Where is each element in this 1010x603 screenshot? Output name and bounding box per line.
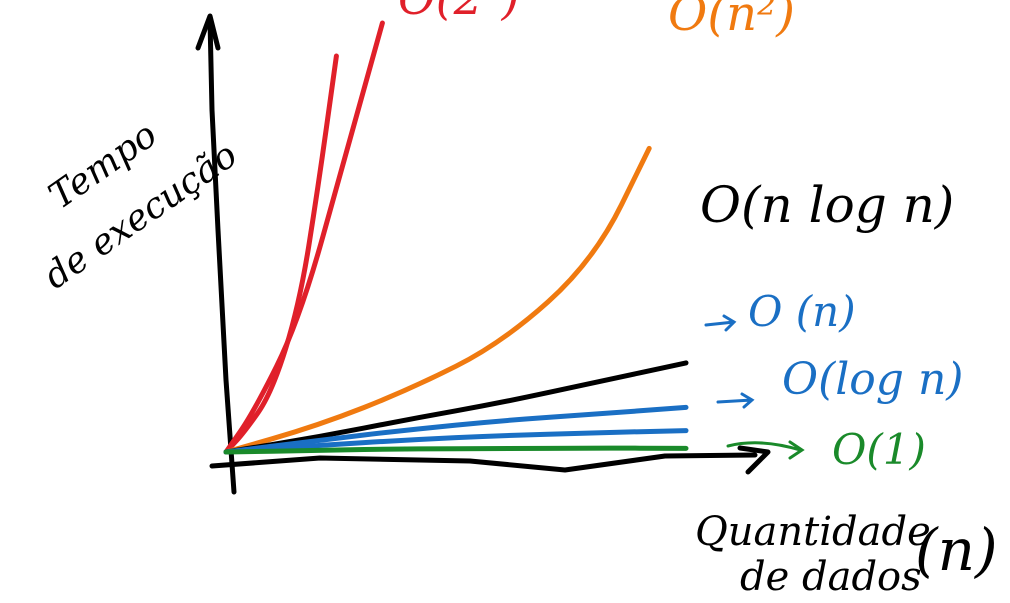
series-label-o-1: O(1): [832, 425, 926, 474]
series-label-o-n: O(n²): [668, 0, 795, 42]
x-axis-title: Quantidade de dados (n): [695, 509, 998, 600]
x-axis-label-line1: Quantidade: [695, 509, 931, 555]
y-axis-title: Tempo de execução: [37, 114, 245, 297]
series-label-o-n-log-n: O(n log n): [700, 176, 954, 234]
series-line-o-1: [223, 445, 689, 455]
x-axis-arrowhead: [737, 445, 771, 475]
y-axis: [207, 17, 237, 495]
series-line-o-n: [223, 145, 652, 455]
x-axis: [209, 452, 758, 473]
arrow-o-log-n: [716, 392, 755, 409]
x-axis-label-line2: de dados: [740, 554, 922, 600]
y-axis-arrowhead: [195, 13, 221, 51]
series-layer: [223, 20, 689, 455]
axes: [195, 13, 771, 495]
series-label-o-2: O(2ⁿ): [398, 0, 520, 25]
series-label-o-log-n: O(log n): [782, 354, 963, 405]
label-arrows: [704, 314, 805, 460]
arrow-o-n: [704, 314, 737, 332]
x-axis-label-n: (n): [915, 516, 998, 584]
arrow-o-1: [726, 440, 805, 460]
series-line-o-n: [223, 20, 385, 455]
label-layer: O(2ⁿ) O(n²) O(n log n) O (n) O(log n) O(1): [398, 0, 963, 474]
series-label-o-n: O (n): [748, 287, 856, 336]
